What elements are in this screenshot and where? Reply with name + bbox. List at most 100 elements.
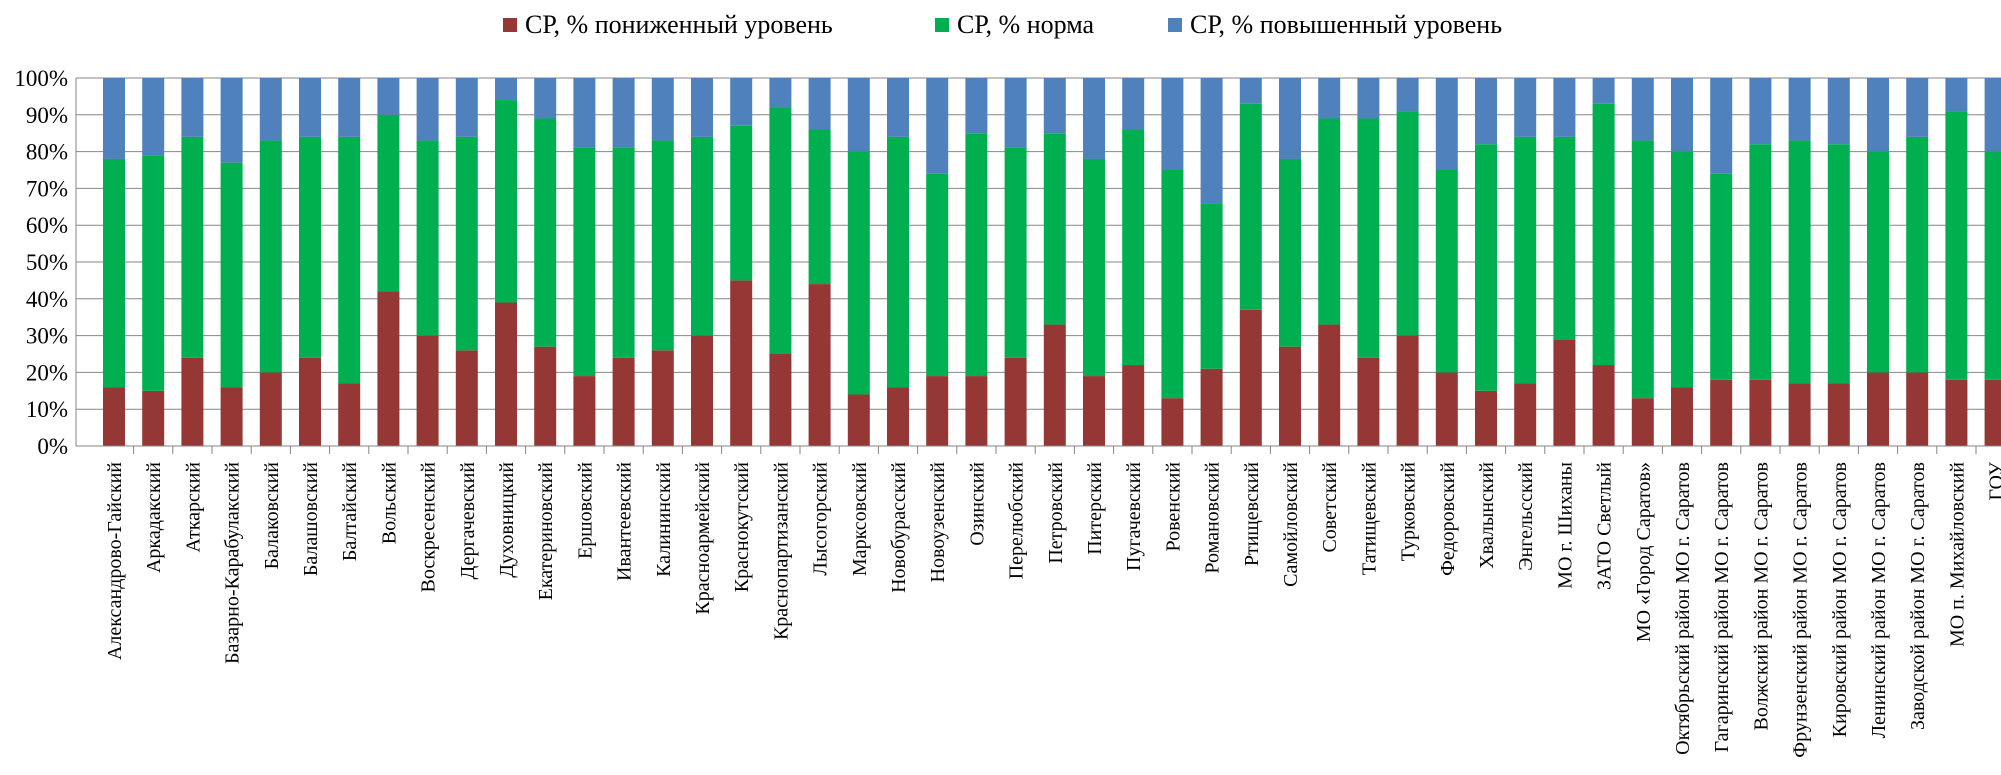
bar-low: [1827, 383, 1850, 446]
bar-low: [1671, 387, 1693, 446]
bar-norm: [1318, 118, 1341, 325]
x-tick-label: Балаковский: [261, 462, 283, 570]
bar-high: [495, 78, 517, 101]
bar-high: [1788, 78, 1811, 141]
x-tick-label: Ртищевский: [1241, 462, 1263, 566]
bar-low: [103, 387, 125, 446]
bar-high: [651, 78, 674, 141]
x-tick-label: Октябрьский район МО г. Саратов: [1672, 462, 1694, 755]
bar-low: [1083, 376, 1105, 446]
x-tick-label: Лысогорский: [810, 462, 832, 576]
bar-high: [338, 78, 361, 137]
bar-high: [1514, 78, 1537, 137]
x-tick-label: МО «Город Саратов»: [1633, 462, 1655, 642]
y-tick-label: 0%: [37, 434, 68, 459]
bar-norm: [1631, 140, 1654, 399]
x-tick-label: Кировский район МО г. Саратов: [1829, 462, 1851, 737]
bar-high: [1357, 78, 1380, 119]
bar-norm: [1239, 103, 1262, 310]
bar-low: [1631, 398, 1654, 446]
bar-low: [1435, 372, 1458, 446]
bar-high: [220, 78, 243, 163]
bar-norm: [1945, 111, 1968, 380]
bar-high: [1749, 78, 1772, 145]
bar-high: [1710, 78, 1733, 174]
bar-low: [1710, 379, 1733, 446]
x-tick-label: ГОУ: [1986, 461, 2001, 500]
bar-low: [1475, 390, 1497, 446]
x-tick-label: Новоузенский: [927, 462, 949, 583]
bar-low: [1200, 368, 1223, 446]
bar-norm: [1004, 147, 1027, 358]
bar-high: [612, 78, 635, 148]
bar-norm: [1357, 118, 1380, 358]
bar-low: [769, 354, 792, 446]
bar-low: [887, 387, 909, 446]
x-tick-label: МО г. Шиханы: [1554, 462, 1576, 589]
x-tick-label: Перелюбский: [1006, 462, 1028, 580]
bar-high: [1475, 78, 1497, 145]
bar-low: [612, 357, 635, 446]
bar-norm: [1906, 136, 1929, 373]
bar-low: [1945, 379, 1968, 446]
bar-high: [1867, 78, 1889, 152]
x-tick-label: Гагаринский район МО г. Саратов: [1711, 462, 1733, 752]
x-tick-label: Балтайский: [339, 462, 361, 561]
x-tick-label: Федоровский: [1437, 462, 1459, 576]
bar-norm: [651, 140, 674, 351]
bar-low: [1749, 379, 1772, 446]
bar-low: [455, 350, 478, 446]
x-tick-label: ЗАТО Светлый: [1594, 462, 1616, 590]
bar-high: [142, 78, 165, 156]
x-tick-label: Турковский: [1398, 462, 1420, 562]
x-tick-label: Заводской район МО г. Саратов: [1907, 462, 1929, 730]
bar-high: [1827, 78, 1850, 145]
bar-norm: [259, 140, 282, 373]
bar-low: [965, 376, 988, 446]
y-tick-label: 80%: [26, 140, 68, 165]
bar-norm: [1043, 133, 1066, 325]
bar-low: [1239, 309, 1262, 446]
x-tick-label: Питерский: [1084, 462, 1106, 555]
bar-low: [220, 387, 243, 446]
bar-norm: [1475, 144, 1497, 391]
bar-high: [1043, 78, 1066, 134]
bar-norm: [495, 100, 517, 303]
bar-norm: [1827, 144, 1850, 384]
bar-high: [808, 78, 831, 130]
bar-norm: [1514, 136, 1537, 384]
x-tick-label: Советский: [1319, 462, 1341, 553]
bar-norm: [1592, 103, 1615, 366]
bar-high: [573, 78, 596, 148]
bar-low: [416, 335, 439, 446]
bar-high: [1945, 78, 1968, 112]
bar-norm: [1161, 170, 1184, 399]
bar-norm: [534, 118, 557, 347]
x-tick-label: Аркадакский: [143, 462, 165, 573]
bar-norm: [142, 155, 165, 391]
bar-low: [495, 302, 517, 446]
x-tick-label: Краснопартизанский: [770, 462, 792, 640]
bar-norm: [1749, 144, 1772, 380]
x-tick-label: Аткарский: [182, 462, 204, 553]
legend-label-low: СР, % пониженный уровень: [525, 10, 833, 39]
legend-label-high: СР, % повышенный уровень: [1190, 10, 1503, 39]
x-tick-label: Краснокутский: [731, 462, 753, 593]
bar-low: [1984, 379, 2001, 446]
bar-high: [1083, 78, 1105, 159]
bar-low: [259, 372, 282, 446]
x-tick-label: МО п. Михайловский: [1946, 462, 1968, 647]
bar-high: [847, 78, 870, 152]
y-tick-label: 40%: [26, 287, 68, 312]
x-tick-label: Фрунзенский район МО г. Саратов: [1790, 462, 1812, 758]
bar-high: [377, 78, 400, 115]
bar-norm: [847, 151, 870, 395]
bar-low: [1906, 372, 1929, 446]
x-tick-label: Волжский район МО г. Саратов: [1750, 462, 1772, 730]
bar-norm: [220, 162, 243, 388]
bar-high: [1435, 78, 1458, 170]
bar-low: [1043, 324, 1066, 446]
bar-high: [1239, 78, 1262, 104]
bar-low: [1592, 365, 1615, 446]
x-tick-label: Пугачевский: [1123, 462, 1145, 571]
